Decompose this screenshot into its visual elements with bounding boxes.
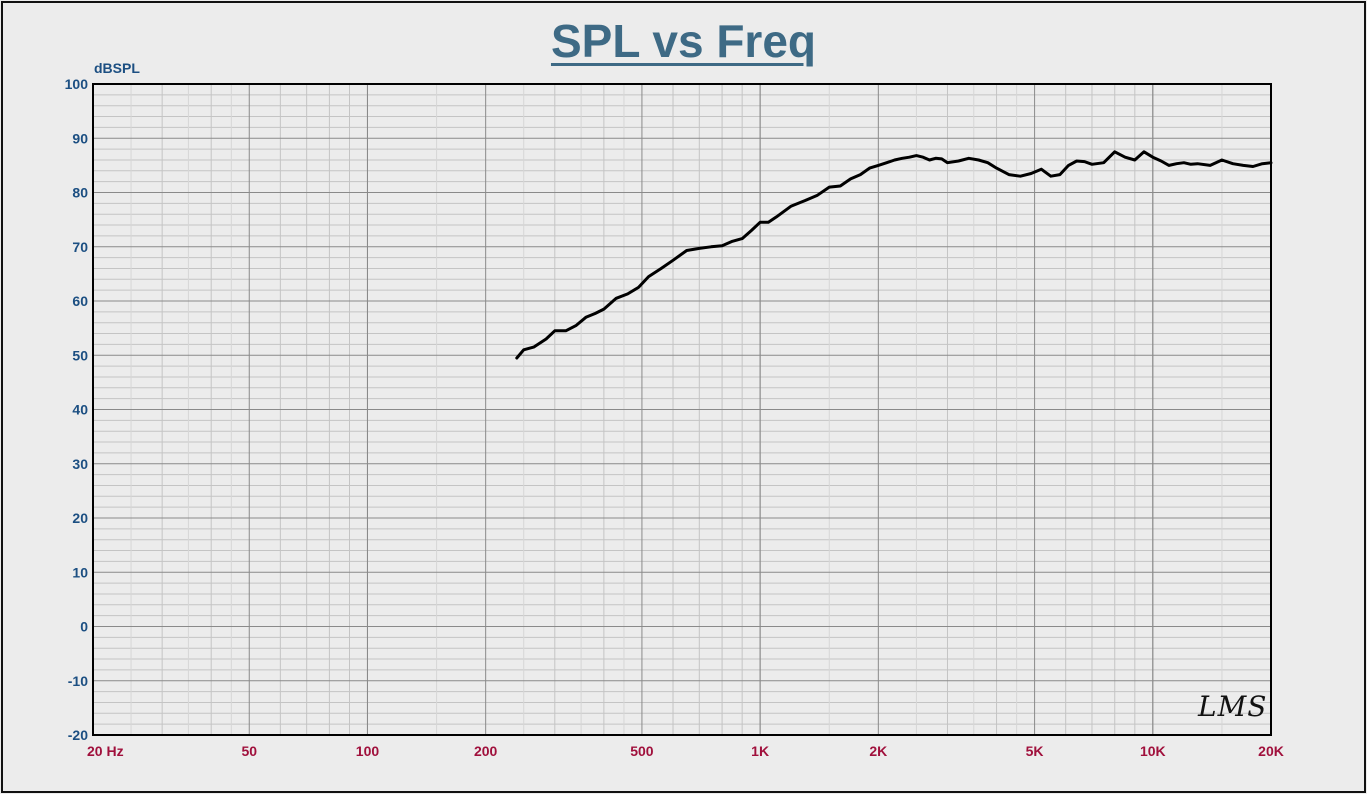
x-tick-label: 2K (869, 743, 887, 759)
x-tick-labels: 20 Hz 50 100 200 500 1K 2K 5K 10K 20K (87, 743, 1284, 759)
lms-watermark-logo: LMS (1198, 690, 1268, 723)
x-tick-label: 1K (751, 743, 769, 759)
y-axis-label: dBSPL (94, 60, 140, 76)
y-tick-label: 70 (72, 239, 88, 255)
y-tick-label: 80 (72, 185, 88, 201)
y-tick-label: -20 (68, 727, 88, 743)
series-layer (515, 150, 1273, 360)
y-tick-label: 60 (72, 293, 88, 309)
y-tick-label: 50 (72, 347, 88, 363)
x-tick-label: 500 (630, 743, 654, 759)
series-line-0 (515, 150, 1273, 360)
y-tick-label: 30 (72, 456, 88, 472)
chart-title: SPL vs Freq (550, 15, 817, 67)
x-tick-label: 100 (356, 743, 380, 759)
y-tick-label: 10 (72, 564, 88, 580)
x-tick-label: 50 (241, 743, 257, 759)
x-tick-label: 5K (1026, 743, 1044, 759)
y-tick-label: 40 (72, 402, 88, 418)
y-tick-label: -10 (68, 673, 88, 689)
x-tick-label: 20K (1258, 743, 1284, 759)
x-tick-label: 200 (474, 743, 498, 759)
y-tick-label: 100 (65, 76, 89, 92)
y-tick-label: 90 (72, 130, 88, 146)
x-tick-label: 10K (1140, 743, 1166, 759)
y-tick-label: 20 (72, 510, 88, 526)
x-tick-label: 20 Hz (87, 743, 124, 759)
y-tick-label: 0 (80, 619, 88, 635)
plot-border (92, 83, 1272, 736)
